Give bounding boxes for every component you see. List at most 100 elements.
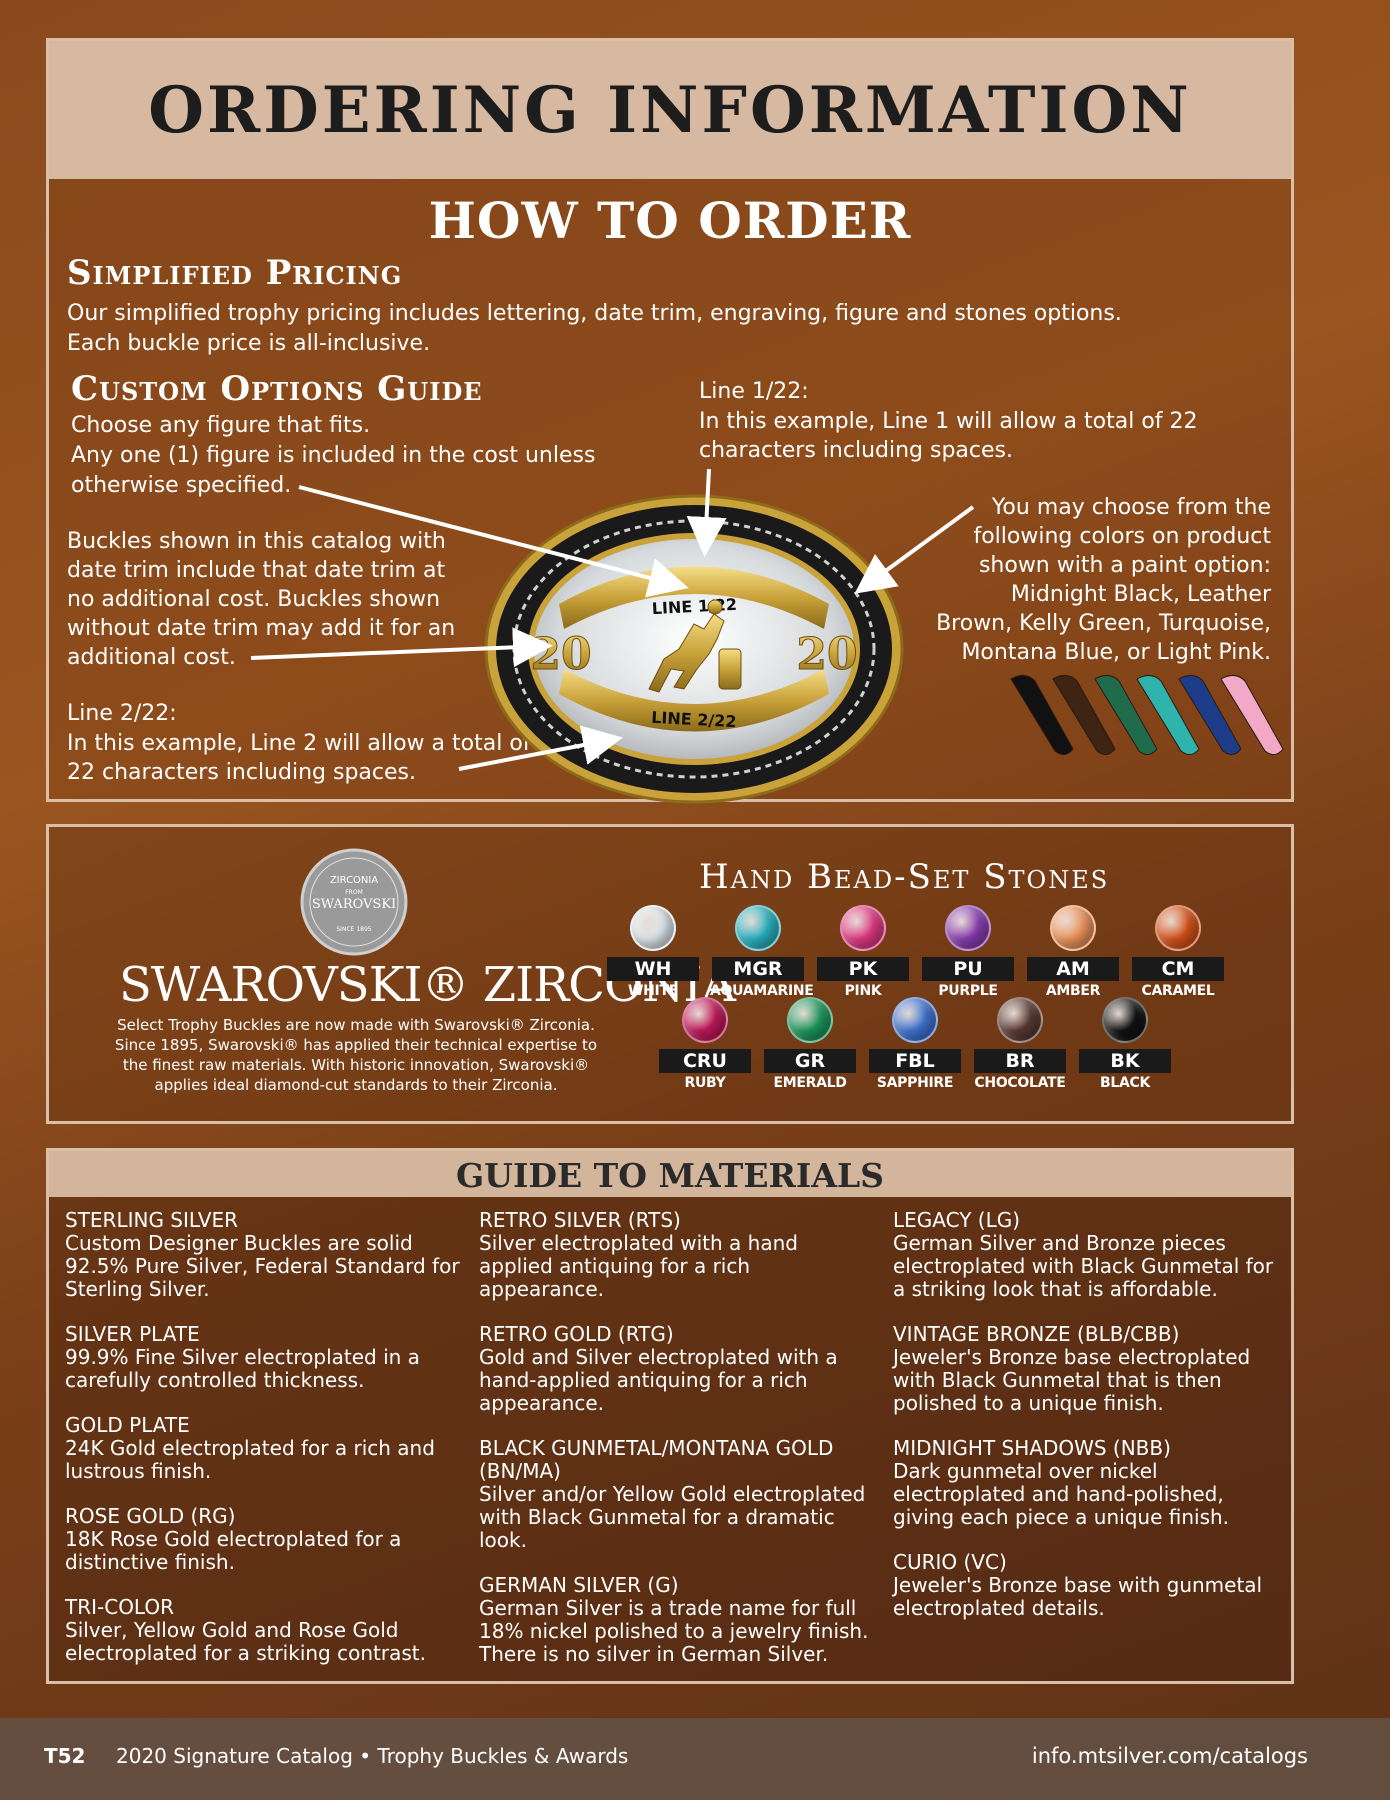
stone-pink: PK PINK	[815, 905, 911, 999]
barrel-racer-figure	[648, 599, 742, 693]
custom-options-line-2: Any one (1) figure is included in the co…	[71, 443, 596, 468]
stone-gem-icon	[1155, 905, 1201, 951]
line2-desc-2: 22 characters including spaces.	[67, 760, 416, 785]
stone-emerald: GR EMERALD	[762, 997, 858, 1091]
paint-line-5: Brown, Kelly Green, Turquoise,	[936, 611, 1271, 636]
stone-code: WH	[607, 957, 699, 981]
stone-gem-icon	[1050, 905, 1096, 951]
ordering-header: ORDERING INFORMATION	[49, 41, 1291, 179]
catalog-name: 2020 Signature Catalog • Trophy Buckles …	[116, 1744, 629, 1768]
footer-url[interactable]: info.mtsilver.com/catalogs	[1031, 1744, 1308, 1768]
material-item: CURIO (VC) Jeweler's Bronze base with gun…	[893, 1551, 1288, 1620]
stone-gem-icon	[787, 997, 833, 1043]
how-to-order-heading: HOW TO ORDER	[428, 191, 912, 250]
material-item: SILVER PLATE 99.9% Fine Silver electropla…	[65, 1323, 460, 1392]
material-name: TRI-COLOR	[65, 1595, 175, 1619]
material-name: RETRO SILVER (RTS)	[479, 1208, 681, 1232]
stone-code: CM	[1132, 957, 1224, 981]
stone-name: EMERALD	[773, 1075, 847, 1091]
swarovski-description: Select Trophy Buckles are now made with …	[111, 1015, 601, 1095]
stone-code: CRU	[659, 1049, 751, 1073]
materials-title: GUIDE TO MATERIALS	[456, 1156, 884, 1195]
paint-line-2: following colors on product	[973, 524, 1271, 549]
buckle-line2-text: LINE 2/22	[651, 708, 737, 731]
material-description: German Silver and Bronze pieces electrop…	[893, 1231, 1274, 1301]
stone-chocolate: BR CHOCOLATE	[972, 997, 1068, 1091]
swarovski-desc-line-1: Select Trophy Buckles are now made with …	[117, 1016, 595, 1034]
stones-panel: ZIRCONIA FROM SWAROVSKI SINCE 1895 SWARO…	[46, 824, 1294, 1124]
material-name: GOLD PLATE	[65, 1413, 190, 1437]
paint-line-4: Midnight Black, Leather	[1010, 582, 1271, 607]
stone-black: BK BLACK	[1077, 997, 1173, 1091]
materials-panel: GUIDE TO MATERIALS STERLING SILVER Custom…	[46, 1148, 1294, 1684]
swarovski-desc-line-2: Since 1895, Swarovski® has applied their…	[114, 1036, 598, 1054]
stone-name: SAPPHIRE	[876, 1075, 954, 1091]
material-description: Silver, Yellow Gold and Rose Gold electr…	[65, 1618, 426, 1665]
buckle-illustration: LINE 1/22 LINE 2/22 20 20	[484, 494, 904, 804]
stone-code: AM	[1027, 957, 1119, 981]
material-item: RETRO GOLD (RTG) Gold and Silver electrop…	[479, 1323, 874, 1415]
material-description: Silver electroplated with a hand applied…	[479, 1231, 798, 1301]
stone-gem-icon	[682, 997, 728, 1043]
stone-name: BLACK	[1099, 1075, 1151, 1091]
svg-text:FROM: FROM	[345, 889, 363, 896]
material-description: 18K Rose Gold electroplated for a distin…	[65, 1527, 402, 1574]
material-item: RETRO SILVER (RTS) Silver electroplated w…	[479, 1209, 874, 1301]
stone-amber: AM AMBER	[1025, 905, 1121, 999]
stone-gem-icon	[945, 905, 991, 951]
material-name: STERLING SILVER	[65, 1208, 239, 1232]
buckle-date-right: 20	[796, 629, 857, 680]
simplified-pricing-line-2: Each buckle price is all-inclusive.	[67, 331, 431, 356]
material-description: German Silver is a trade name for full 1…	[479, 1596, 869, 1666]
stone-name: AMBER	[1045, 983, 1101, 999]
paint-line-1: You may choose from the	[991, 495, 1271, 520]
date-trim-line-3: no additional cost. Buckles shown	[67, 587, 441, 612]
paint-swatch	[1178, 675, 1242, 755]
paint-line-6: Montana Blue, or Light Pink.	[961, 640, 1271, 665]
footer: T52 2020 Signature Catalog • Trophy Buck…	[0, 1718, 1390, 1800]
material-name: BLACK GUNMETAL/MONTANA GOLD (BN/MA)	[479, 1436, 834, 1483]
stone-gem-icon	[735, 905, 781, 951]
stone-gem-icon	[892, 997, 938, 1043]
material-item: BLACK GUNMETAL/MONTANA GOLD (BN/MA) Silve…	[479, 1437, 874, 1552]
material-item: GOLD PLATE 24K Gold electroplated for a r…	[65, 1414, 460, 1483]
material-item: STERLING SILVER Custom Designer Buckles a…	[65, 1209, 460, 1301]
swarovski-zirconia-badge: ZIRCONIA FROM SWAROVSKI SINCE 1895	[300, 848, 408, 956]
stone-code: PU	[922, 957, 1014, 981]
material-description: Custom Designer Buckles are solid 92.5% …	[65, 1231, 460, 1301]
stone-code: BR	[974, 1049, 1066, 1073]
paint-swatch	[1094, 675, 1158, 755]
date-trim-line-4: without date trim may add it for an	[67, 616, 456, 641]
buckle-bottom-ribbon	[559, 669, 829, 732]
stone-code: FBL	[869, 1049, 961, 1073]
swarovski-desc-line-3: the finest raw materials. With historic …	[122, 1056, 590, 1074]
ordering-panel: ORDERING INFORMATION HOW TO ORDER Simpli…	[46, 38, 1294, 804]
simplified-pricing-line-1: Our simplified trophy pricing includes l…	[67, 301, 1122, 326]
paint-swatches	[1010, 675, 1284, 755]
line2-desc-1: In this example, Line 2 will allow a tot…	[67, 731, 531, 756]
custom-options-line-1: Choose any figure that fits.	[71, 413, 371, 438]
stone-gem-icon	[630, 905, 676, 951]
stone-code: GR	[764, 1049, 856, 1073]
date-trim-line-5: additional cost.	[67, 645, 236, 670]
line1-desc-1: In this example, Line 1 will allow a tot…	[699, 409, 1198, 434]
material-description: Dark gunmetal over nickel electroplated …	[893, 1459, 1230, 1529]
material-description: 99.9% Fine Silver electroplated in a car…	[65, 1345, 420, 1392]
materials-column-2: RETRO SILVER (RTS) Silver electroplated w…	[479, 1209, 874, 1688]
materials-column-1: STERLING SILVER Custom Designer Buckles a…	[65, 1209, 460, 1687]
paint-swatch	[1010, 675, 1074, 755]
svg-text:SINCE 1895: SINCE 1895	[336, 926, 371, 933]
material-name: GERMAN SILVER (G)	[479, 1573, 679, 1597]
paint-swatch	[1136, 675, 1200, 755]
material-item: TRI-COLOR Silver, Yellow Gold and Rose Go…	[65, 1596, 460, 1665]
materials-column-3: LEGACY (LG) German Silver and Bronze piec…	[893, 1209, 1288, 1642]
swarovski-desc-line-4: applies ideal diamond-cut standards to t…	[154, 1076, 558, 1094]
stone-code: MGR	[712, 957, 804, 981]
stone-name: RUBY	[684, 1075, 726, 1091]
line1-heading: Line 1/22:	[699, 379, 809, 404]
stone-white: WH WHITE	[605, 905, 701, 999]
buckle-date-left: 20	[530, 629, 591, 680]
materials-header: GUIDE TO MATERIALS	[49, 1151, 1291, 1197]
stone-code: PK	[817, 957, 909, 981]
material-name: MIDNIGHT SHADOWS (NBB)	[893, 1436, 1171, 1460]
